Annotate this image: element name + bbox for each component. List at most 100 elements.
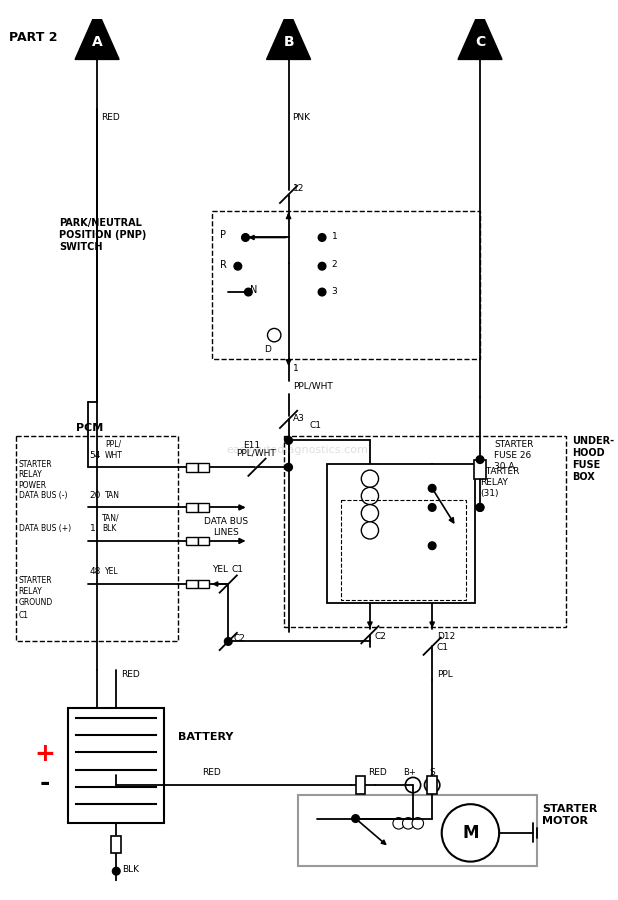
Circle shape	[442, 805, 499, 861]
Circle shape	[285, 436, 292, 445]
Bar	[298, 795, 538, 867]
Circle shape	[393, 817, 404, 829]
Bar	[111, 836, 121, 853]
Circle shape	[318, 263, 326, 270]
Text: B: B	[283, 35, 294, 50]
Text: P: P	[219, 230, 226, 239]
Bar	[186, 580, 198, 589]
Bar	[69, 708, 164, 824]
Text: PARK/NEUTRAL
POSITION (PNP)
SWITCH: PARK/NEUTRAL POSITION (PNP) SWITCH	[59, 219, 146, 252]
Bar	[15, 436, 179, 642]
Text: STARTER
FUSE 26
30 A: STARTER FUSE 26 30 A	[494, 440, 534, 471]
Circle shape	[224, 637, 232, 645]
Circle shape	[362, 487, 379, 505]
Text: RED: RED	[368, 769, 387, 778]
Text: D: D	[264, 345, 271, 354]
Text: PPL/WHT: PPL/WHT	[294, 381, 333, 390]
Text: BLK: BLK	[122, 866, 139, 875]
Circle shape	[318, 234, 326, 241]
Circle shape	[112, 868, 120, 875]
Bar	[327, 464, 475, 603]
Text: +: +	[34, 742, 55, 766]
Text: PCM: PCM	[76, 423, 103, 433]
Circle shape	[428, 542, 436, 550]
Text: YEL: YEL	[105, 567, 119, 576]
Text: C2: C2	[375, 632, 387, 641]
Text: N: N	[250, 285, 258, 295]
Bar	[355, 777, 365, 794]
Circle shape	[412, 817, 423, 829]
Text: M: M	[462, 824, 479, 842]
Bar	[186, 463, 198, 472]
Circle shape	[234, 263, 242, 270]
Text: STARTER
RELAY
POWER: STARTER RELAY POWER	[19, 460, 53, 491]
Text: STARTER
MOTOR: STARTER MOTOR	[542, 805, 598, 826]
Text: UNDER-
HOOD
FUSE
BOX: UNDER- HOOD FUSE BOX	[572, 436, 614, 482]
Bar	[186, 503, 198, 512]
Text: DATA BUS
LINES: DATA BUS LINES	[205, 517, 248, 536]
Text: A3: A3	[294, 414, 305, 423]
Bar	[198, 503, 209, 512]
Circle shape	[476, 504, 484, 511]
Circle shape	[362, 522, 379, 539]
Text: TAN/
BLK: TAN/ BLK	[102, 514, 119, 534]
Text: RED: RED	[203, 769, 221, 778]
Text: B+: B+	[403, 769, 415, 778]
Text: BATTERY: BATTERY	[179, 733, 234, 742]
Circle shape	[362, 505, 379, 522]
Bar	[198, 463, 209, 472]
Text: S: S	[430, 769, 435, 778]
Text: 12: 12	[294, 184, 305, 193]
Text: E11: E11	[243, 441, 261, 450]
Text: 20: 20	[90, 491, 101, 500]
Bar	[284, 436, 566, 627]
Circle shape	[428, 504, 436, 511]
Circle shape	[352, 814, 360, 823]
Text: PPL/
WHT: PPL/ WHT	[105, 440, 122, 460]
Text: PNK: PNK	[292, 113, 310, 122]
Text: PPL: PPL	[437, 670, 453, 680]
Text: C1: C1	[231, 565, 243, 574]
Bar	[198, 580, 209, 589]
Circle shape	[476, 455, 484, 464]
Circle shape	[476, 504, 484, 511]
Text: D12: D12	[437, 632, 455, 641]
Text: STARTER
RELAY
(31): STARTER RELAY (31)	[480, 467, 519, 498]
Text: C2: C2	[233, 634, 245, 643]
Circle shape	[428, 484, 436, 492]
Circle shape	[402, 817, 414, 829]
Text: A: A	[91, 35, 103, 50]
Text: easyautodiagnostics.com: easyautodiagnostics.com	[226, 445, 368, 455]
Circle shape	[318, 288, 326, 296]
Text: RED: RED	[101, 113, 120, 122]
Text: PPL/WHT: PPL/WHT	[236, 449, 276, 458]
Polygon shape	[75, 10, 119, 59]
Text: DATA BUS (-): DATA BUS (-)	[19, 491, 67, 500]
Circle shape	[242, 234, 249, 241]
Text: YEL: YEL	[212, 565, 228, 574]
Bar	[474, 460, 486, 479]
Text: C1: C1	[310, 421, 321, 430]
Text: C1: C1	[437, 644, 449, 652]
Text: 1: 1	[90, 525, 95, 534]
Bar	[341, 500, 465, 600]
Circle shape	[285, 464, 292, 471]
Circle shape	[362, 470, 379, 487]
Circle shape	[268, 328, 281, 342]
Polygon shape	[266, 10, 311, 59]
Text: R: R	[219, 260, 227, 271]
Bar	[186, 536, 198, 545]
Text: STARTER
RELAY
GROUND: STARTER RELAY GROUND	[19, 576, 53, 607]
Text: RED: RED	[121, 670, 140, 680]
Bar	[198, 536, 209, 545]
Circle shape	[425, 778, 440, 793]
Polygon shape	[458, 10, 502, 59]
Circle shape	[245, 288, 252, 296]
Circle shape	[405, 778, 421, 793]
Text: 48: 48	[90, 567, 101, 576]
Text: DATA BUS (+): DATA BUS (+)	[19, 525, 70, 534]
Text: 1: 1	[332, 231, 337, 240]
Text: TAN: TAN	[105, 491, 120, 500]
Bar	[212, 211, 480, 359]
Bar	[428, 777, 437, 794]
